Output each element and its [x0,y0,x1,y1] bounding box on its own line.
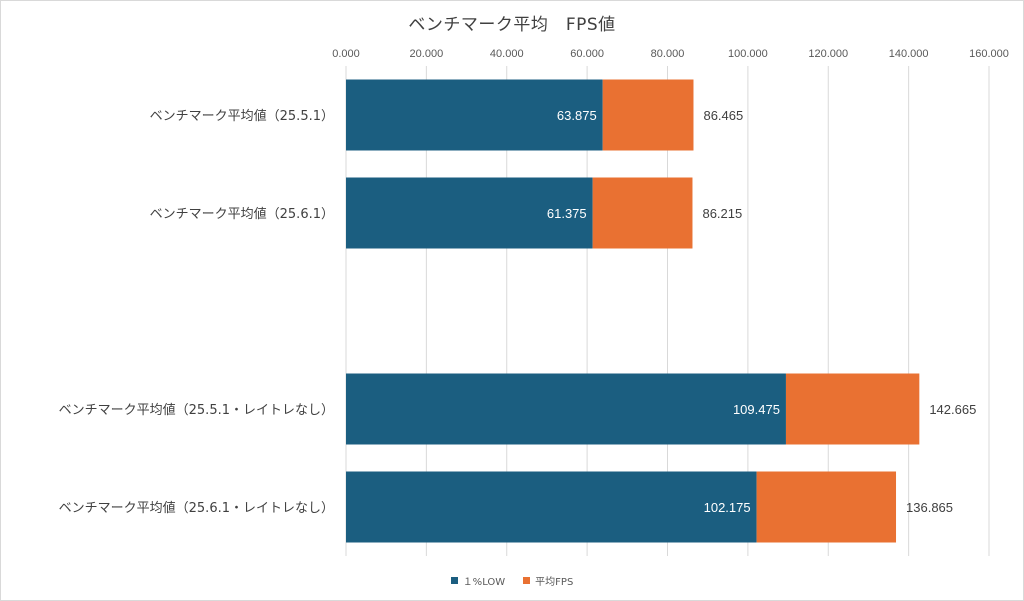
data-label: 86.215 [702,206,742,221]
bar-segment [346,373,786,445]
data-label: 63.875 [557,108,597,123]
bar-segment [602,79,694,151]
data-label: 61.375 [547,206,587,221]
x-tick-label: 120.000 [808,48,848,60]
data-label: 142.665 [929,402,976,417]
data-label: 102.175 [704,500,751,515]
legend-item-avg-fps: 平均FPS [523,573,573,588]
x-tick-label: 60.000 [570,48,604,60]
bar-segment [785,373,920,445]
x-tick-label: 100.000 [728,48,768,60]
x-tick-label: 80.000 [651,48,685,60]
x-tick-label: 140.000 [889,48,929,60]
chart-legend: １%LOW 平均FPS [0,573,1024,588]
legend-swatch-avg-fps [523,577,531,584]
legend-item-1pct-low: １%LOW [450,573,506,588]
x-tick-label: 160.000 [969,48,1009,60]
bar-segment [592,177,693,249]
x-tick-label: 20.000 [410,48,444,60]
category-label: ベンチマーク平均値（25.6.1） [150,206,334,222]
category-label: ベンチマーク平均値（25.5.1・レイトレなし） [59,402,334,418]
category-label: ベンチマーク平均値（25.5.1） [150,108,334,124]
data-label: 136.865 [906,500,953,515]
bar-segment [346,79,603,151]
legend-swatch-1pct-low [450,577,458,584]
chart-title: ベンチマーク平均 FPS値 [408,15,616,35]
bar-segment [756,471,897,543]
x-tick-label: 0.000 [332,48,360,60]
bar-segment [346,471,757,543]
data-label: 86.465 [703,108,743,123]
x-tick-label: 40.000 [490,48,524,60]
bar-segment [346,177,593,249]
data-label: 109.475 [733,402,780,417]
legend-label-avg-fps: 平均FPS [535,577,574,588]
legend-label-1pct-low: １%LOW [462,577,506,588]
category-label: ベンチマーク平均値（25.6.1・レイトレなし） [59,500,334,516]
